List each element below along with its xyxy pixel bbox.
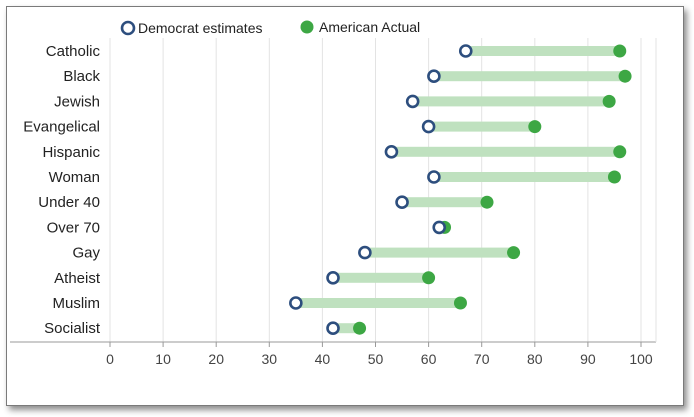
range-bar-1	[433, 71, 626, 82]
x-tick-label-10: 10	[155, 351, 171, 367]
category-label-6: Under 40	[38, 194, 100, 211]
actual-point-1	[618, 69, 632, 83]
range-bar-10	[295, 298, 461, 308]
category-label-9: Atheist	[54, 270, 101, 287]
democrat-point-6	[395, 195, 409, 209]
actual-point-9	[422, 271, 436, 285]
actual-point-4	[613, 145, 627, 159]
x-tick-label-20: 20	[208, 351, 224, 367]
democrat-point-5	[427, 170, 441, 184]
x-tick-label-0: 0	[106, 351, 114, 367]
democrat-point-9	[326, 270, 340, 285]
x-tick-label-90: 90	[580, 351, 596, 367]
x-tick-label-50: 50	[368, 351, 384, 367]
category-label-5: Woman	[49, 169, 100, 186]
label-layer: Catholic Black Jewish Evangelical Hispanic Wo…	[23, 43, 101, 337]
dot-layer	[289, 44, 632, 336]
democrat-point-3	[421, 119, 436, 134]
democrat-point-2	[405, 94, 420, 109]
actual-point-6	[480, 195, 494, 209]
range-bar-8	[364, 247, 514, 258]
category-label-2: Jewish	[54, 93, 100, 110]
x-tick-label-60: 60	[421, 351, 437, 367]
democrat-point-10	[289, 296, 303, 310]
category-label-10: Muslim	[53, 295, 101, 312]
category-label-4: Hispanic	[42, 144, 100, 161]
legend-actual-marker	[300, 20, 314, 34]
category-label-1: Black	[63, 68, 100, 85]
legend-democrat-marker	[120, 20, 136, 36]
grid-layer	[109, 38, 642, 342]
category-label-0: Catholic	[46, 43, 101, 60]
democrat-point-8	[358, 245, 372, 260]
actual-point-3	[528, 120, 542, 134]
democrat-point-4	[384, 145, 399, 159]
range-bar-3	[428, 121, 535, 132]
range-bar-4	[391, 146, 620, 157]
democrat-point-0	[458, 44, 473, 58]
democrat-point-7	[432, 220, 447, 235]
category-label-8: Gay	[72, 245, 100, 262]
democrat-point-1	[427, 69, 441, 83]
x-tick-label-70: 70	[474, 351, 490, 367]
legend-actual-label: American Actual	[319, 19, 420, 35]
actual-point-5	[607, 170, 621, 184]
actual-point-0	[613, 44, 627, 58]
actual-point-10	[453, 296, 467, 310]
legend-democrat-label: Democrat estimates	[138, 20, 262, 36]
axis-layer: 0 10 20 30 40 50 60 70 80 90 100	[10, 38, 657, 367]
range-bar-11	[333, 323, 360, 334]
range-bar-5	[433, 172, 615, 182]
range-bar-0	[465, 46, 620, 56]
democrat-point-11	[326, 321, 340, 336]
x-tick-label-30: 30	[262, 351, 278, 367]
category-label-11: Socialist	[44, 320, 101, 337]
x-tick-label-40: 40	[315, 351, 331, 367]
range-bar-6	[402, 197, 488, 208]
bar-layer	[295, 46, 626, 334]
range-bar-9	[333, 272, 429, 283]
legend: Democrat estimates American Actual	[120, 19, 420, 36]
actual-point-2	[602, 94, 616, 108]
x-tick-label-100: 100	[629, 351, 653, 367]
category-label-3: Evangelical	[23, 119, 100, 136]
actual-point-8	[507, 246, 521, 260]
category-label-7: Over 70	[47, 219, 100, 236]
range-bar-2	[412, 96, 610, 107]
x-tick-label-80: 80	[527, 351, 543, 367]
actual-point-11	[353, 321, 367, 335]
